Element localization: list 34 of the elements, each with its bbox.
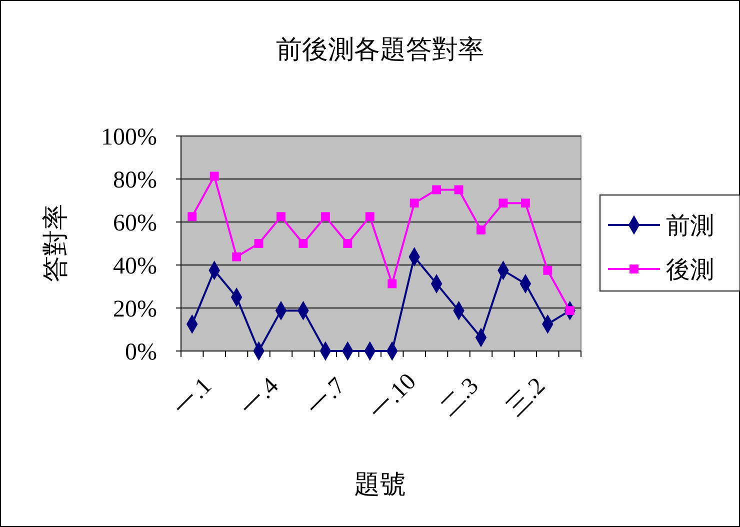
x-tick-label: 一.4 [236, 372, 284, 422]
y-tick-label: 0% [125, 339, 157, 366]
point [498, 198, 508, 208]
point [298, 239, 308, 248]
point [188, 212, 197, 222]
point [432, 185, 442, 194]
point [276, 212, 286, 222]
legend-label: 後測 [666, 257, 714, 284]
y-tick-label: 20% [113, 296, 157, 322]
x-axis-title: 題號 [354, 470, 406, 499]
y-tick-label: 100% [101, 124, 157, 150]
point [210, 172, 219, 181]
x-tick-label: 二.3 [436, 372, 484, 422]
point [254, 239, 264, 248]
point [454, 185, 464, 194]
y-tick-label: 80% [113, 167, 157, 194]
point [476, 225, 486, 234]
legend-label: 前測 [666, 213, 714, 240]
point [232, 252, 242, 262]
point [388, 279, 397, 288]
y-tick-label: 40% [113, 253, 157, 280]
y-axis-title: 答對率 [41, 204, 70, 282]
point [520, 198, 530, 208]
point [543, 266, 552, 275]
chart-title: 前後測各題答對率 [276, 35, 484, 64]
y-tick-label: 60% [113, 210, 157, 236]
x-tick-label: 一.10 [364, 368, 422, 426]
point [410, 198, 419, 208]
point [343, 239, 352, 248]
point [320, 212, 330, 222]
x-tick-label: 一.7 [302, 372, 350, 422]
x-tick-label: 三.2 [502, 372, 550, 422]
x-tick-label: 一.1 [169, 372, 218, 422]
point [365, 212, 374, 222]
